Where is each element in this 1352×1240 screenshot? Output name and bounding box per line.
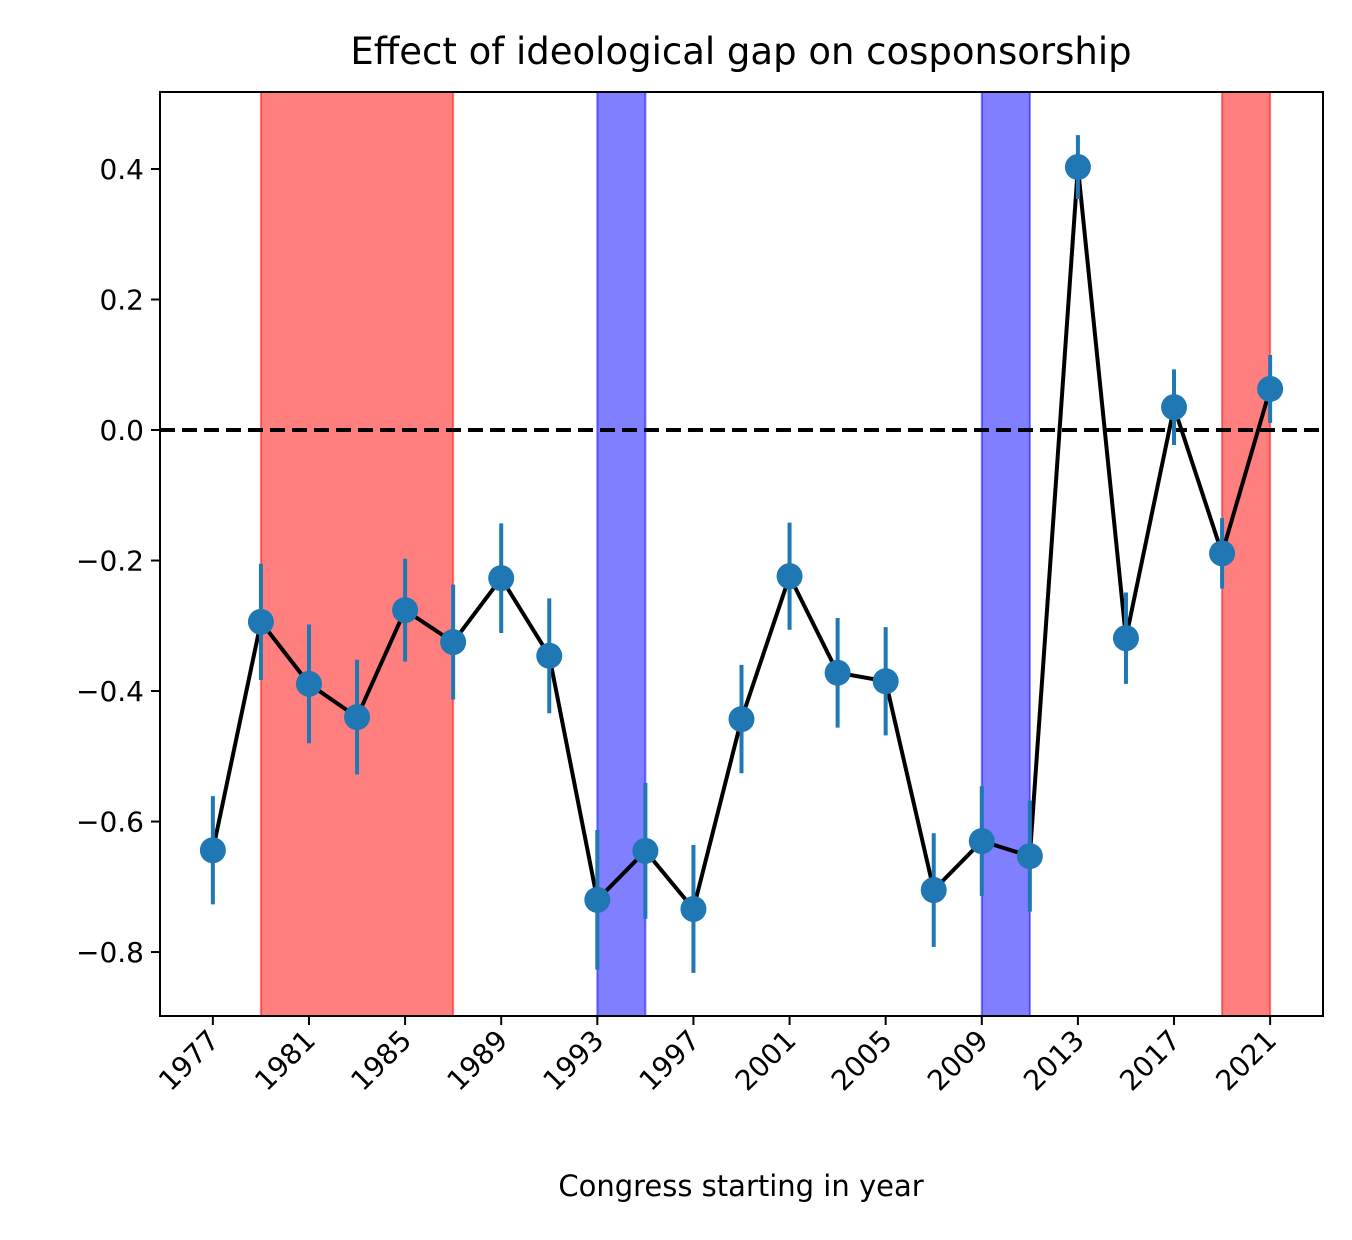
x-tick-label: 2005 — [825, 1024, 899, 1098]
x-tick-label: 2017 — [1113, 1024, 1187, 1098]
data-point — [872, 668, 899, 695]
shaded-span — [259, 91, 455, 1017]
x-tick-label: 1977 — [152, 1024, 226, 1098]
data-point — [344, 704, 371, 731]
data-point — [584, 886, 611, 913]
chart-title: Effect of ideological gap on cosponsorsh… — [350, 30, 1131, 73]
x-tick-label: 1981 — [248, 1024, 322, 1098]
x-tick-label: 2009 — [921, 1024, 995, 1098]
y-tick-label: 0.2 — [99, 284, 144, 317]
data-point — [199, 837, 226, 864]
x-axis-label: Congress starting in year — [558, 1169, 923, 1203]
x-tick-label: 2001 — [729, 1024, 803, 1098]
data-point — [440, 629, 467, 656]
data-point — [392, 597, 419, 624]
x-tick-label: 1997 — [633, 1024, 707, 1098]
data-point — [920, 877, 947, 904]
data-point — [632, 837, 659, 864]
x-tick-label: 2013 — [1017, 1024, 1091, 1098]
y-tick-label: −0.6 — [76, 806, 144, 839]
data-point — [728, 706, 755, 733]
data-point — [1161, 394, 1188, 421]
shaded-span — [596, 91, 647, 1017]
data-point — [1112, 625, 1139, 652]
data-point — [824, 659, 851, 686]
data-point — [968, 828, 995, 855]
y-tick-label: −0.4 — [76, 675, 144, 708]
plot-frame — [159, 91, 1324, 1017]
y-tick-label: 0.0 — [99, 414, 144, 447]
data-point — [1257, 375, 1284, 402]
data-point — [488, 565, 515, 592]
shaded-span — [980, 91, 1031, 1017]
x-tick-label: 1989 — [440, 1024, 514, 1098]
data-point — [536, 642, 563, 669]
x-tick-label: 1985 — [344, 1024, 418, 1098]
x-tick-label: 2021 — [1209, 1024, 1283, 1098]
data-point — [776, 563, 803, 590]
data-point — [295, 670, 322, 697]
data-point — [1209, 540, 1236, 567]
data-point — [680, 895, 707, 922]
x-tick-label: 1993 — [537, 1024, 611, 1098]
y-tick-label: −0.2 — [76, 545, 144, 578]
y-tick-label: −0.8 — [76, 936, 144, 969]
y-tick-label: 0.4 — [99, 153, 144, 186]
data-point — [1016, 843, 1043, 870]
data-point — [247, 608, 274, 635]
data-point — [1064, 154, 1091, 181]
